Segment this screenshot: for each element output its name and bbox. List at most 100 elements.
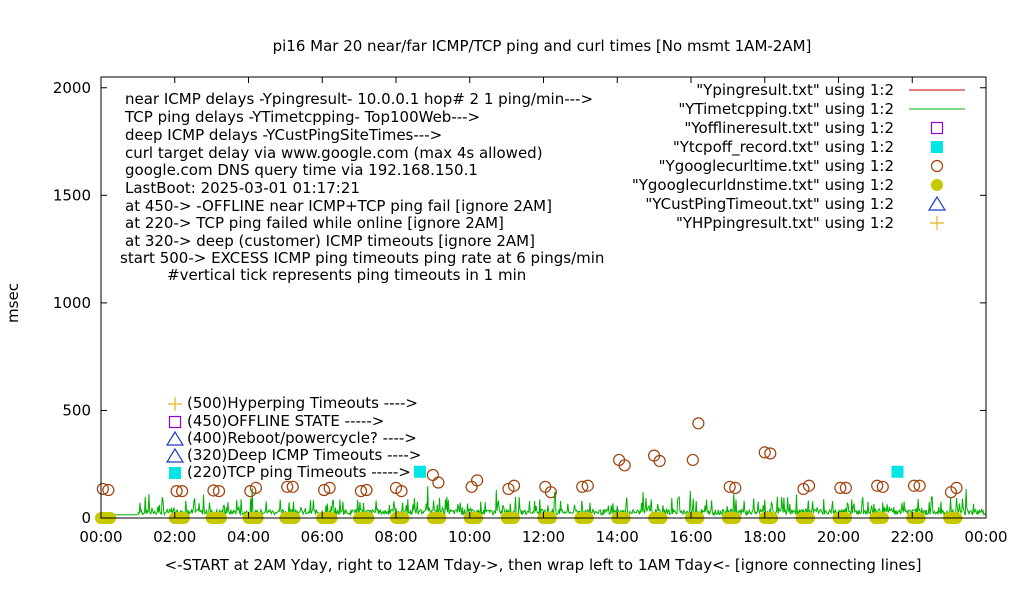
x-tick-label: 16:00 (669, 528, 712, 546)
legend-symbol (930, 159, 944, 173)
x-tick-label: 00:00 (79, 528, 122, 546)
x-tick-label: 00:00 (964, 528, 1007, 546)
curl-point (871, 479, 884, 492)
curl-point (354, 485, 368, 498)
x-tick-label: 04:00 (227, 528, 270, 546)
curl-point (96, 482, 109, 496)
legend-label: "Ygooglecurldnstime.txt" using 1:2 (632, 176, 894, 194)
key-label: (400)Reboot/powercycle? ----> (187, 429, 417, 447)
key-label: (500)Hyperping Timeouts ----> (187, 394, 418, 412)
key-marker (169, 467, 181, 479)
key-label: (220)TCP ping Timeouts -----> (187, 463, 411, 481)
key-label: (450)OFFLINE STATE -----> (187, 412, 384, 430)
curl-point (802, 479, 816, 492)
curl-point (653, 454, 666, 468)
curl-point (576, 480, 589, 493)
key-label-group: (500)Hyperping Timeouts ---->(450)OFFLIN… (165, 394, 421, 481)
key-marker (165, 447, 185, 463)
x-tick-label: 06:00 (301, 528, 344, 546)
curl-point (507, 479, 521, 492)
x-tick-label: 02:00 (153, 528, 196, 546)
curl-point (544, 486, 557, 499)
legend-symbol (930, 121, 944, 135)
annotation-line: #vertical tick represents ping timeouts … (167, 266, 526, 284)
key-label: (320)Deep ICMP Timeouts ----> (187, 446, 421, 464)
curl-point (170, 485, 183, 498)
y-tick-label: 2000 (53, 79, 91, 97)
curl-point (176, 485, 189, 498)
x-tick-label: 22:00 (891, 528, 934, 546)
curl-point (950, 481, 963, 494)
legend-label: "YTimetcpping.txt" using 1:2 (678, 100, 894, 118)
chart-title: pi16 Mar 20 near/far ICMP/TCP ping and c… (273, 37, 812, 55)
annotation-line: TCP ping delays -YTimetcpping- Top100Web… (124, 108, 480, 126)
y-tick-label: 1000 (53, 294, 91, 312)
annotation-group: near ICMP delays -Ypingresult- 10.0.0.1 … (120, 90, 604, 284)
tcpping-series-line (101, 486, 987, 517)
tcpoff-point (413, 465, 426, 478)
y-axis-label: msec (4, 283, 22, 323)
curl-point (764, 447, 777, 460)
annotation-line: at 320-> deep (customer) ICMP timeouts [… (125, 232, 535, 250)
curl-point (426, 468, 439, 482)
key-marker (165, 430, 185, 446)
curl-series-points (96, 417, 963, 499)
curl-point (913, 479, 926, 492)
curl-point (692, 417, 705, 430)
tcpoff-point (891, 465, 904, 478)
curl-point (686, 453, 699, 467)
key-marker (168, 397, 182, 411)
curl-point (618, 459, 631, 472)
x-tick-label: 08:00 (374, 528, 417, 546)
curl-point (323, 481, 336, 494)
curl-point (432, 476, 445, 489)
x-tick-label: 18:00 (743, 528, 786, 546)
x-tick-label: 14:00 (596, 528, 639, 546)
tcpoff-series-points (413, 465, 904, 478)
curl-point (102, 483, 115, 497)
curl-point (876, 480, 889, 493)
legend-label: "Yofflineresult.txt" using 1:2 (684, 119, 894, 137)
curl-point (471, 474, 484, 487)
y-tick-label: 0 (81, 509, 91, 527)
legend-label: "Ygooglecurltime.txt" using 1:2 (659, 157, 894, 175)
legend-label: "Ytcpoff_record.txt" using 1:2 (673, 138, 894, 157)
x-tick-label: 10:00 (448, 528, 491, 546)
curl-point (317, 483, 331, 497)
x-tick-label: 12:00 (522, 528, 565, 546)
legend-symbol (927, 195, 947, 211)
legend-symbol (931, 179, 943, 191)
curl-point (249, 481, 262, 494)
y-tick-label: 500 (62, 401, 91, 419)
curl-point (212, 485, 226, 498)
curl-point (907, 479, 921, 492)
annotation-line: curl target delay via www.google.com (ma… (125, 144, 543, 162)
x-axis-label: <-START at 2AM Yday, right to 12AM Tday-… (165, 556, 922, 574)
key-marker (168, 415, 182, 429)
annotation-line: at 220-> TCP ping failed while online [i… (125, 214, 504, 232)
curl-point (465, 480, 478, 493)
legend-symbol (931, 141, 943, 153)
legend: "Ypingresult.txt" using 1:2"YTimetcpping… (632, 81, 965, 232)
annotation-line: near ICMP delays -Ypingresult- 10.0.0.1 … (125, 90, 593, 108)
curl-point (207, 484, 220, 497)
curl-point (729, 481, 742, 494)
curl-point (581, 479, 594, 492)
annotation-line: google.com DNS query time via 192.168.15… (125, 161, 478, 179)
curl-point (286, 480, 299, 493)
y-tick-group: 0 500 1000 1500 2000 (53, 79, 986, 527)
annotation-line: start 500-> EXCESS ICMP ping timeouts pi… (120, 249, 604, 267)
legend-label: "YHPpingresult.txt" using 1:2 (676, 214, 894, 232)
legend-symbol (930, 216, 944, 230)
annotation-line: LastBoot: 2025-03-01 01:17:21 (125, 179, 360, 197)
annotation-line: deep ICMP delays -YCustPingSiteTimes---> (125, 126, 442, 144)
x-tick-label: 20:00 (817, 528, 860, 546)
curl-point (839, 481, 852, 494)
curl-point (395, 485, 408, 498)
annotation-line: at 450-> -OFFLINE near ICMP+TCP ping fai… (125, 197, 552, 215)
x-tick-group: 00:00 02:00 04:00 06:00 08:00 10:00 12:00 14:00… (79, 77, 1008, 546)
curl-point (360, 483, 373, 497)
tcpping-line (137, 486, 987, 517)
curl-point (834, 481, 847, 494)
